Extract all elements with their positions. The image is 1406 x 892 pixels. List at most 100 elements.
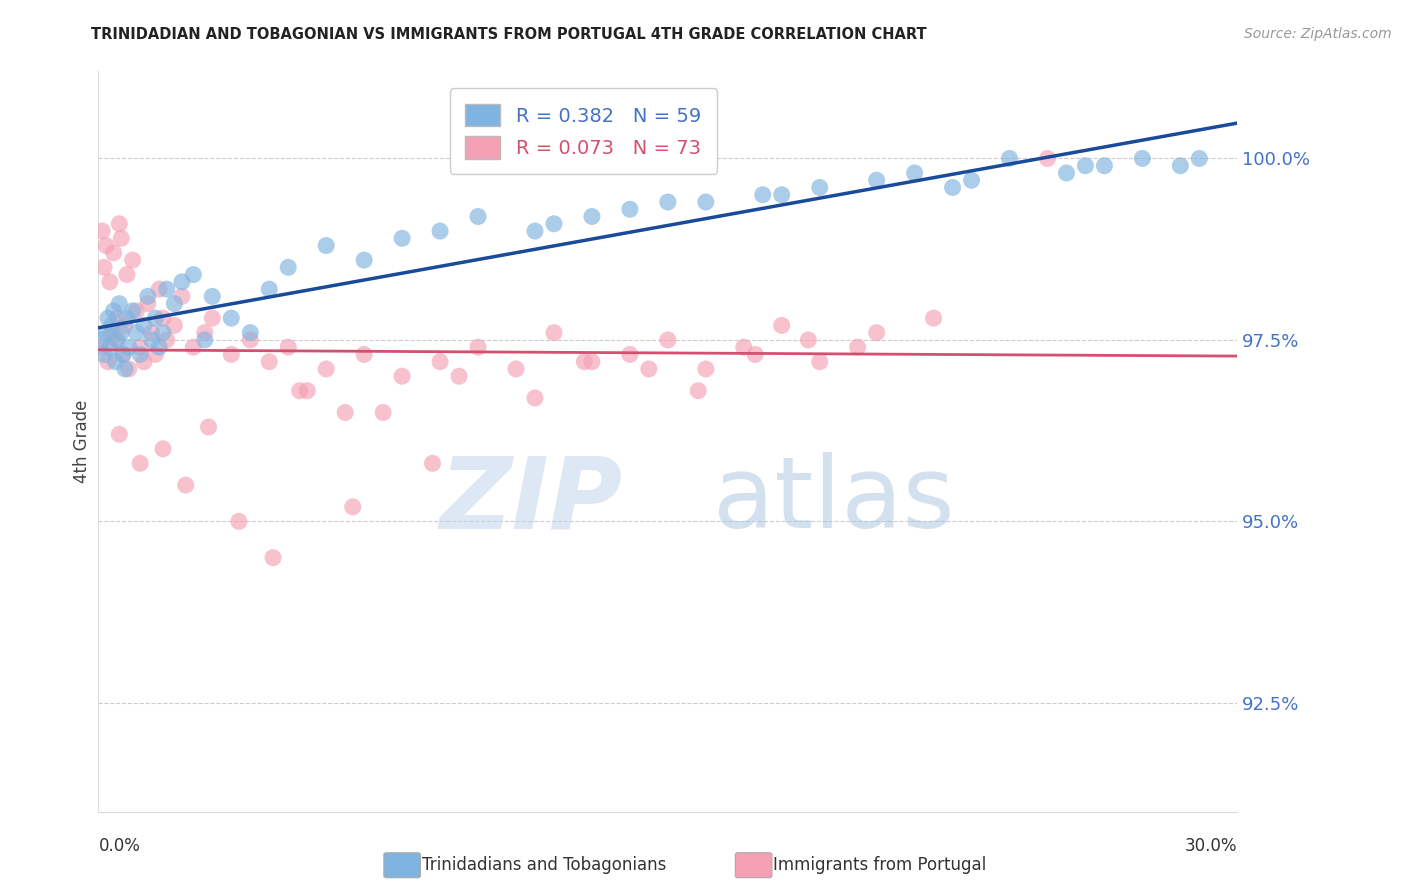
Point xyxy=(197,420,219,434)
Point xyxy=(342,500,364,514)
Point xyxy=(429,354,451,368)
Point xyxy=(391,369,413,384)
Text: Trinidadians and Tobagonians: Trinidadians and Tobagonians xyxy=(422,856,666,874)
Point xyxy=(125,304,148,318)
Point xyxy=(110,231,132,245)
Point xyxy=(391,231,413,245)
Point xyxy=(148,340,170,354)
Point xyxy=(239,326,262,340)
Point xyxy=(221,311,243,326)
Point xyxy=(104,354,127,368)
Point xyxy=(115,268,138,282)
Point xyxy=(98,275,121,289)
Point xyxy=(100,326,122,340)
Point xyxy=(619,202,641,217)
Point xyxy=(110,326,132,340)
Point xyxy=(315,362,337,376)
Point xyxy=(93,260,115,275)
Point xyxy=(156,282,179,296)
Point xyxy=(152,311,174,326)
Text: Source: ZipAtlas.com: Source: ZipAtlas.com xyxy=(1244,27,1392,41)
Point xyxy=(103,245,125,260)
Point xyxy=(1132,152,1154,166)
Point xyxy=(770,187,793,202)
Point xyxy=(297,384,319,398)
Point xyxy=(108,217,131,231)
Point xyxy=(353,253,375,268)
Point xyxy=(98,340,121,354)
Point xyxy=(163,318,186,333)
Point xyxy=(524,391,547,405)
Point xyxy=(141,333,163,347)
Point xyxy=(866,173,889,187)
Legend: R = 0.382   N = 59, R = 0.073   N = 73: R = 0.382 N = 59, R = 0.073 N = 73 xyxy=(450,88,717,174)
Point xyxy=(259,354,281,368)
Point xyxy=(688,384,710,398)
Point xyxy=(121,304,143,318)
Text: Immigrants from Portugal: Immigrants from Portugal xyxy=(773,856,987,874)
Point xyxy=(581,210,603,224)
Point xyxy=(467,340,489,354)
Point xyxy=(91,224,114,238)
Point xyxy=(170,289,193,303)
Point xyxy=(94,326,117,340)
Point xyxy=(1170,159,1192,173)
Point xyxy=(744,347,766,361)
Point xyxy=(524,224,547,238)
Point xyxy=(136,289,159,303)
Point xyxy=(447,369,470,384)
Point xyxy=(574,354,596,368)
Point xyxy=(145,311,167,326)
Point xyxy=(132,354,155,368)
Point xyxy=(108,427,131,442)
Point xyxy=(118,362,141,376)
Point xyxy=(129,456,152,470)
Point xyxy=(259,282,281,296)
Point xyxy=(581,354,603,368)
Point xyxy=(752,187,775,202)
Text: atlas: atlas xyxy=(713,452,955,549)
Point xyxy=(129,340,152,354)
Point xyxy=(998,152,1021,166)
Point xyxy=(429,224,451,238)
Point xyxy=(163,296,186,310)
Point xyxy=(543,326,565,340)
Point xyxy=(145,347,167,361)
Point xyxy=(125,326,148,340)
Point xyxy=(733,340,755,354)
Point xyxy=(100,318,122,333)
Point xyxy=(183,340,205,354)
Point xyxy=(152,326,174,340)
Point xyxy=(770,318,793,333)
Point xyxy=(136,296,159,310)
Point xyxy=(657,194,679,209)
Text: 0.0%: 0.0% xyxy=(98,837,141,855)
Point xyxy=(695,362,717,376)
Point xyxy=(808,180,831,194)
Point xyxy=(960,173,983,187)
Point xyxy=(112,347,135,361)
Point xyxy=(808,354,831,368)
Point xyxy=(97,354,120,368)
Point xyxy=(194,326,217,340)
Point xyxy=(315,238,337,252)
Point xyxy=(288,384,311,398)
Point xyxy=(846,340,869,354)
Point xyxy=(129,347,152,361)
Point xyxy=(201,289,224,303)
Point xyxy=(104,333,127,347)
Point xyxy=(277,260,299,275)
Point xyxy=(91,333,114,347)
Point xyxy=(112,347,135,361)
Point xyxy=(114,362,136,376)
Point xyxy=(194,333,217,347)
Point xyxy=(1094,159,1116,173)
Point xyxy=(922,311,945,326)
Point xyxy=(942,180,965,194)
Point xyxy=(114,318,136,333)
Point xyxy=(94,238,117,252)
Point xyxy=(1036,152,1059,166)
Point xyxy=(221,347,243,361)
Point xyxy=(797,333,820,347)
Point xyxy=(141,326,163,340)
